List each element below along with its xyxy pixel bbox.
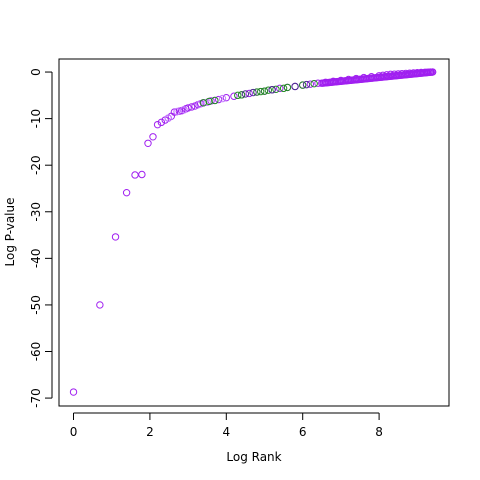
x-tick-label: 4 bbox=[222, 425, 230, 439]
data-point bbox=[164, 114, 172, 122]
data-point bbox=[291, 82, 299, 91]
data-point bbox=[276, 84, 284, 93]
y-tick-label: -20 bbox=[29, 155, 43, 175]
data-point bbox=[144, 139, 152, 148]
x-axis-title: Log Rank bbox=[226, 450, 281, 464]
x-axis: 0 2 4 6 8 bbox=[70, 412, 383, 439]
data-point bbox=[260, 87, 269, 95]
y-tick-label: -30 bbox=[29, 202, 43, 222]
data-point bbox=[234, 91, 242, 100]
data-point bbox=[205, 97, 213, 106]
y-tick-label: -10 bbox=[29, 109, 43, 129]
y-axis-title: Log P-value bbox=[3, 197, 17, 266]
data-point bbox=[157, 118, 166, 127]
y-tick-label: -40 bbox=[29, 249, 43, 269]
data-point bbox=[218, 94, 227, 103]
data-point bbox=[131, 171, 139, 179]
data-point bbox=[268, 86, 276, 94]
data-point bbox=[214, 95, 223, 104]
y-tick-label: -50 bbox=[29, 295, 43, 315]
y-axis: 0 -10 -20 -30 -40 -50 -60 -70 bbox=[29, 68, 53, 408]
plot-frame bbox=[58, 58, 450, 407]
data-point bbox=[230, 92, 238, 100]
data-point bbox=[428, 68, 437, 76]
data-point bbox=[153, 120, 162, 129]
data-point bbox=[184, 104, 192, 112]
data-point bbox=[299, 81, 307, 89]
data-point bbox=[256, 87, 265, 96]
x-tick-label: 6 bbox=[299, 425, 307, 439]
data-point bbox=[180, 106, 188, 114]
data-point bbox=[245, 89, 253, 98]
data-point bbox=[306, 80, 315, 88]
data-point bbox=[302, 80, 311, 89]
data-point bbox=[96, 301, 104, 309]
data-point bbox=[69, 388, 78, 396]
data-point bbox=[222, 93, 231, 102]
data-point bbox=[272, 85, 280, 93]
y-tick-label: -60 bbox=[29, 342, 43, 362]
data-point bbox=[264, 86, 273, 94]
data-point bbox=[170, 108, 179, 116]
data-point bbox=[138, 170, 146, 179]
data-point bbox=[122, 188, 131, 197]
data-point bbox=[211, 96, 219, 105]
x-tick-label: 2 bbox=[146, 425, 154, 439]
data-point bbox=[249, 88, 257, 97]
y-tick-label: 0 bbox=[29, 68, 43, 76]
data-point bbox=[111, 233, 120, 241]
data-point bbox=[310, 79, 318, 88]
data-point bbox=[149, 133, 157, 141]
data-points bbox=[69, 68, 437, 396]
data-point bbox=[237, 91, 246, 99]
x-tick-label: 8 bbox=[375, 425, 383, 439]
data-point bbox=[279, 84, 288, 93]
data-point bbox=[283, 83, 292, 92]
data-point bbox=[187, 103, 196, 111]
data-point bbox=[195, 100, 204, 108]
data-point bbox=[241, 90, 250, 98]
y-tick-label: -70 bbox=[29, 388, 43, 408]
data-point bbox=[253, 88, 261, 96]
data-point bbox=[173, 107, 181, 116]
x-tick-label: 0 bbox=[70, 425, 78, 439]
